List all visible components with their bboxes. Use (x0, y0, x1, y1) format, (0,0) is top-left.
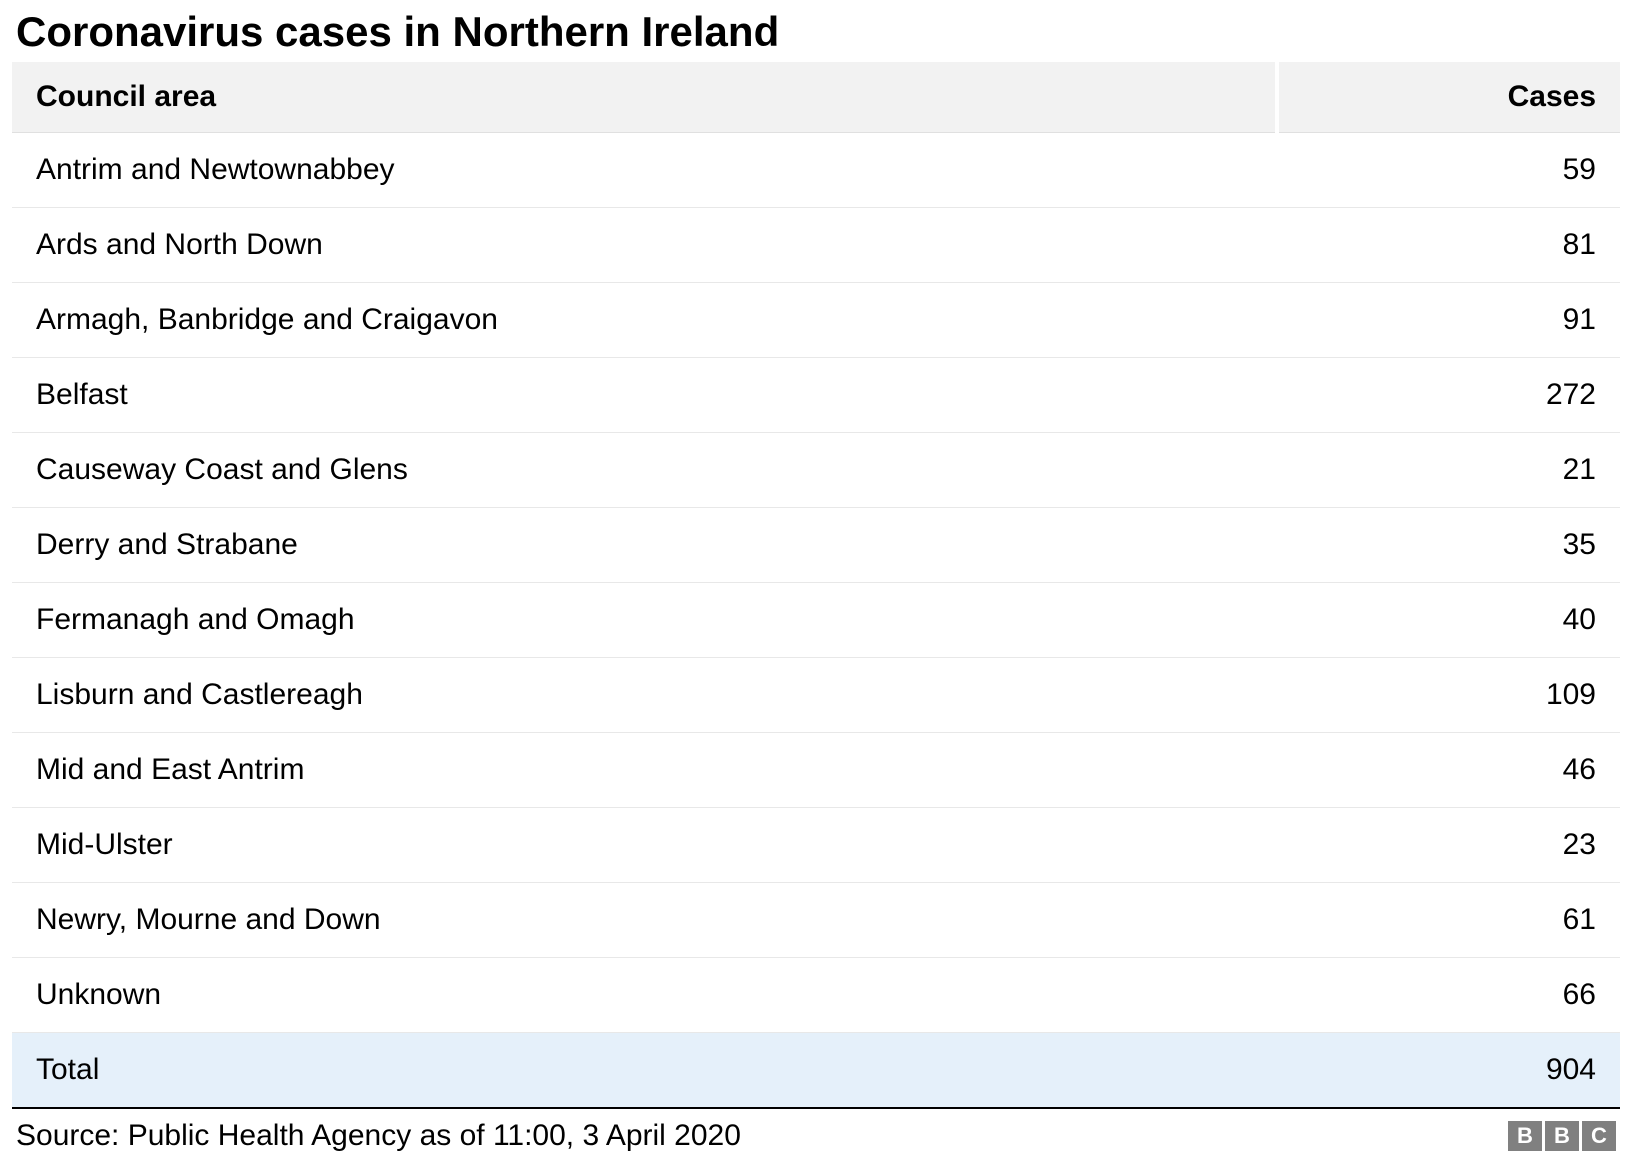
total-label-cell: Total (12, 1033, 1277, 1109)
page-title: Coronavirus cases in Northern Ireland (12, 8, 1620, 56)
table-row: Fermanagh and Omagh 40 (12, 583, 1620, 658)
table-row: Ards and North Down 81 (12, 208, 1620, 283)
cases-cell: 46 (1277, 733, 1620, 808)
table-row: Newry, Mourne and Down 61 (12, 883, 1620, 958)
cases-cell: 61 (1277, 883, 1620, 958)
column-header-cases: Cases (1277, 62, 1620, 133)
area-cell: Derry and Strabane (12, 508, 1277, 583)
cases-table: Council area Cases Antrim and Newtownabb… (12, 62, 1620, 1109)
cases-cell: 109 (1277, 658, 1620, 733)
table-row: Unknown 66 (12, 958, 1620, 1033)
area-cell: Lisburn and Castlereagh (12, 658, 1277, 733)
cases-cell: 35 (1277, 508, 1620, 583)
bbc-logo-letter: B (1508, 1121, 1542, 1151)
cases-cell: 59 (1277, 133, 1620, 208)
source-text: Source: Public Health Agency as of 11:00… (16, 1119, 741, 1153)
cases-cell: 272 (1277, 358, 1620, 433)
table-row: Armagh, Banbridge and Craigavon 91 (12, 283, 1620, 358)
area-cell: Fermanagh and Omagh (12, 583, 1277, 658)
cases-cell: 81 (1277, 208, 1620, 283)
footer: Source: Public Health Agency as of 11:00… (12, 1109, 1620, 1153)
table-row: Mid and East Antrim 46 (12, 733, 1620, 808)
table-header-row: Council area Cases (12, 62, 1620, 133)
table-row: Derry and Strabane 35 (12, 508, 1620, 583)
area-cell: Newry, Mourne and Down (12, 883, 1277, 958)
area-cell: Mid-Ulster (12, 808, 1277, 883)
bbc-logo-letter: B (1545, 1121, 1579, 1151)
table-row: Mid-Ulster 23 (12, 808, 1620, 883)
area-cell: Unknown (12, 958, 1277, 1033)
cases-cell: 66 (1277, 958, 1620, 1033)
cases-cell: 91 (1277, 283, 1620, 358)
cases-cell: 21 (1277, 433, 1620, 508)
area-cell: Belfast (12, 358, 1277, 433)
table-total-row: Total 904 (12, 1033, 1620, 1109)
area-cell: Causeway Coast and Glens (12, 433, 1277, 508)
table-body: Antrim and Newtownabbey 59 Ards and Nort… (12, 133, 1620, 1109)
area-cell: Antrim and Newtownabbey (12, 133, 1277, 208)
area-cell: Armagh, Banbridge and Craigavon (12, 283, 1277, 358)
bbc-logo-letter: C (1582, 1121, 1616, 1151)
area-cell: Mid and East Antrim (12, 733, 1277, 808)
table-row: Antrim and Newtownabbey 59 (12, 133, 1620, 208)
area-cell: Ards and North Down (12, 208, 1277, 283)
cases-cell: 23 (1277, 808, 1620, 883)
table-row: Causeway Coast and Glens 21 (12, 433, 1620, 508)
column-header-area: Council area (12, 62, 1277, 133)
cases-cell: 40 (1277, 583, 1620, 658)
total-cases-cell: 904 (1277, 1033, 1620, 1109)
bbc-logo-icon: B B C (1508, 1121, 1616, 1151)
table-row: Lisburn and Castlereagh 109 (12, 658, 1620, 733)
table-row: Belfast 272 (12, 358, 1620, 433)
